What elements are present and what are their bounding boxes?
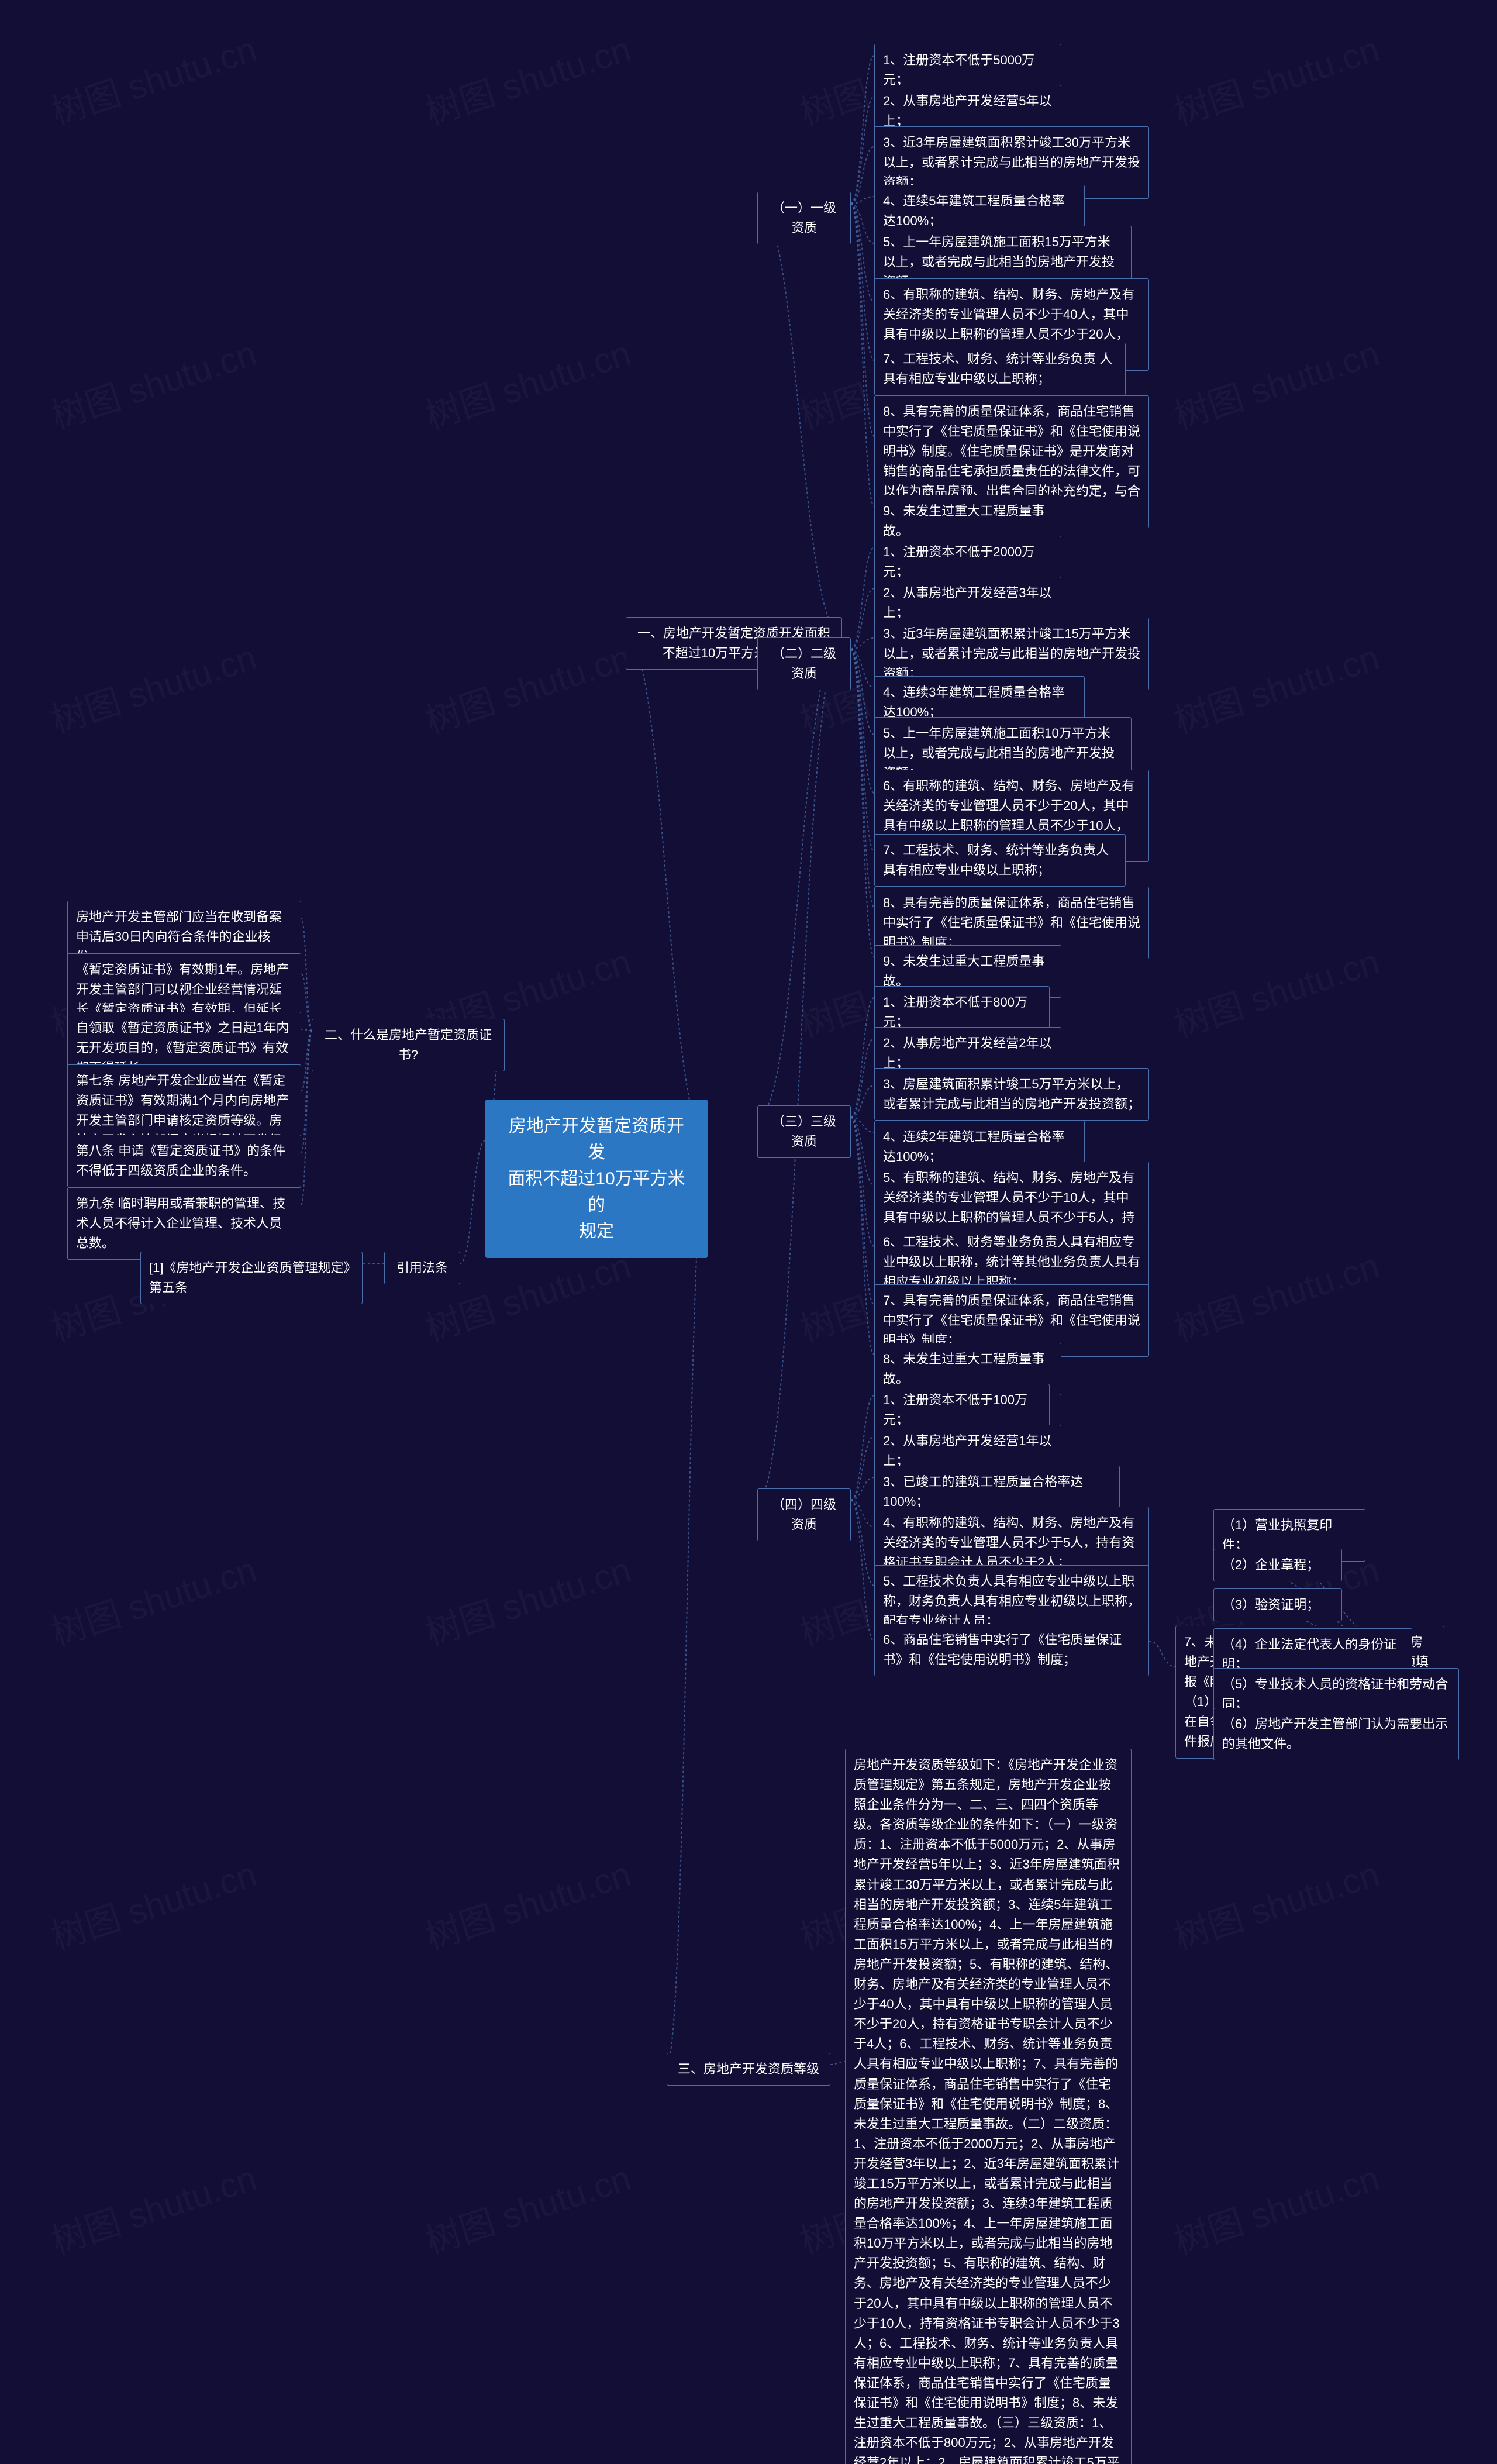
watermark: 树图 shutu.cn <box>1167 2150 1385 2264</box>
mindmap-node: 二、什么是房地产暂定资质证书? <box>312 1019 505 1071</box>
mindmap-canvas: { "meta": { "type": "tree", "background_… <box>0 0 1497 2464</box>
mindmap-node: （二）二级资质 <box>757 637 851 690</box>
watermark: 树图 shutu.cn <box>1167 933 1385 1047</box>
mindmap-node: （一）一级资质 <box>757 192 851 244</box>
watermark: 树图 shutu.cn <box>418 325 636 439</box>
watermark: 树图 shutu.cn <box>1167 21 1385 135</box>
mindmap-node: 三、房地产开发资质等级 <box>667 2053 830 2086</box>
mindmap-node: [1]《房地产开发企业资质管理规定》第五条 <box>140 1252 363 1304</box>
mindmap-node: （3）验资证明； <box>1213 1588 1342 1621</box>
center-node: 房地产开发暂定资质开发 面积不超过10万平方米的 规定 <box>485 1100 708 1258</box>
mindmap-node: 7、工程技术、财务、统计等业务负责 人具有相应专业中级以上职称； <box>874 343 1126 395</box>
watermark: 树图 shutu.cn <box>418 21 636 135</box>
mindmap-node: （四）四级资质 <box>757 1488 851 1541</box>
watermark: 树图 shutu.cn <box>418 1846 636 1960</box>
watermark: 树图 shutu.cn <box>1167 1238 1385 1352</box>
mindmap-node: 7、工程技术、财务、统计等业务负责人具有相应专业中级以上职称； <box>874 834 1126 887</box>
watermark: 树图 shutu.cn <box>1167 629 1385 743</box>
watermark: 树图 shutu.cn <box>44 21 262 135</box>
watermark: 树图 shutu.cn <box>1167 1846 1385 1960</box>
watermark: 树图 shutu.cn <box>44 629 262 743</box>
watermark: 树图 shutu.cn <box>44 325 262 439</box>
watermark: 树图 shutu.cn <box>418 1542 636 1656</box>
watermark: 树图 shutu.cn <box>418 629 636 743</box>
watermark: 树图 shutu.cn <box>44 1542 262 1656</box>
mindmap-node: 6、商品住宅销售中实行了《住宅质量保证书》和《住宅使用说明书》制度； <box>874 1624 1149 1676</box>
watermark: 树图 shutu.cn <box>418 2150 636 2264</box>
watermark: 树图 shutu.cn <box>44 1846 262 1960</box>
mindmap-node: （三）三级资质 <box>757 1105 851 1158</box>
watermark: 树图 shutu.cn <box>1167 325 1385 439</box>
mindmap-node: 房地产开发资质等级如下：《房地产开发企业资质管理规定》第五条规定，房地产开发企业… <box>845 1749 1132 2464</box>
mindmap-node: 第八条 申请《暂定资质证书》的条件不得低于四级资质企业的条件。 <box>67 1135 301 1187</box>
mindmap-node: （2）企业章程； <box>1213 1549 1342 1581</box>
mindmap-node: 3、房屋建筑面积累计竣工5万平方米以上，或者累计完成与此相当的房地产开发投资额； <box>874 1068 1149 1121</box>
watermark: 树图 shutu.cn <box>44 2150 262 2264</box>
mindmap-node: （6）房地产开发主管部门认为需要出示的其他文件。 <box>1213 1708 1459 1760</box>
mindmap-node: 引用法条 <box>384 1252 460 1284</box>
mindmap-node: 第九条 临时聘用或者兼职的管理、技术人员不得计入企业管理、技术人员总数。 <box>67 1187 301 1260</box>
